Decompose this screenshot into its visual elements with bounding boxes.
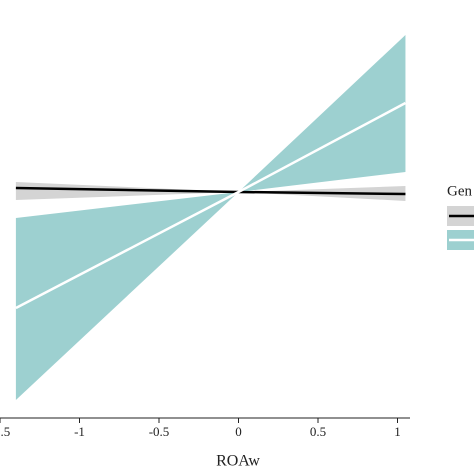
legend-title: Gen	[447, 183, 472, 199]
x-tick-label: -1.5	[0, 424, 10, 439]
line	[15, 101, 407, 310]
confidence-band	[15, 35, 406, 400]
x-axis-title: ROAw	[216, 453, 260, 470]
x-tick-label: -0.5	[149, 424, 170, 439]
x-tick-label: 0.5	[310, 424, 326, 439]
x-tick-label: 1	[394, 424, 401, 439]
x-tick-label: 0	[235, 424, 242, 439]
x-tick-label: -1	[74, 424, 85, 439]
